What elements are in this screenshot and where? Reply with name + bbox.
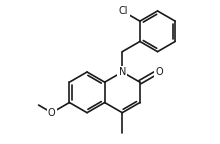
Text: N: N bbox=[119, 67, 126, 77]
Text: O: O bbox=[48, 108, 56, 118]
Text: O: O bbox=[155, 67, 163, 77]
Text: Cl: Cl bbox=[119, 6, 128, 16]
